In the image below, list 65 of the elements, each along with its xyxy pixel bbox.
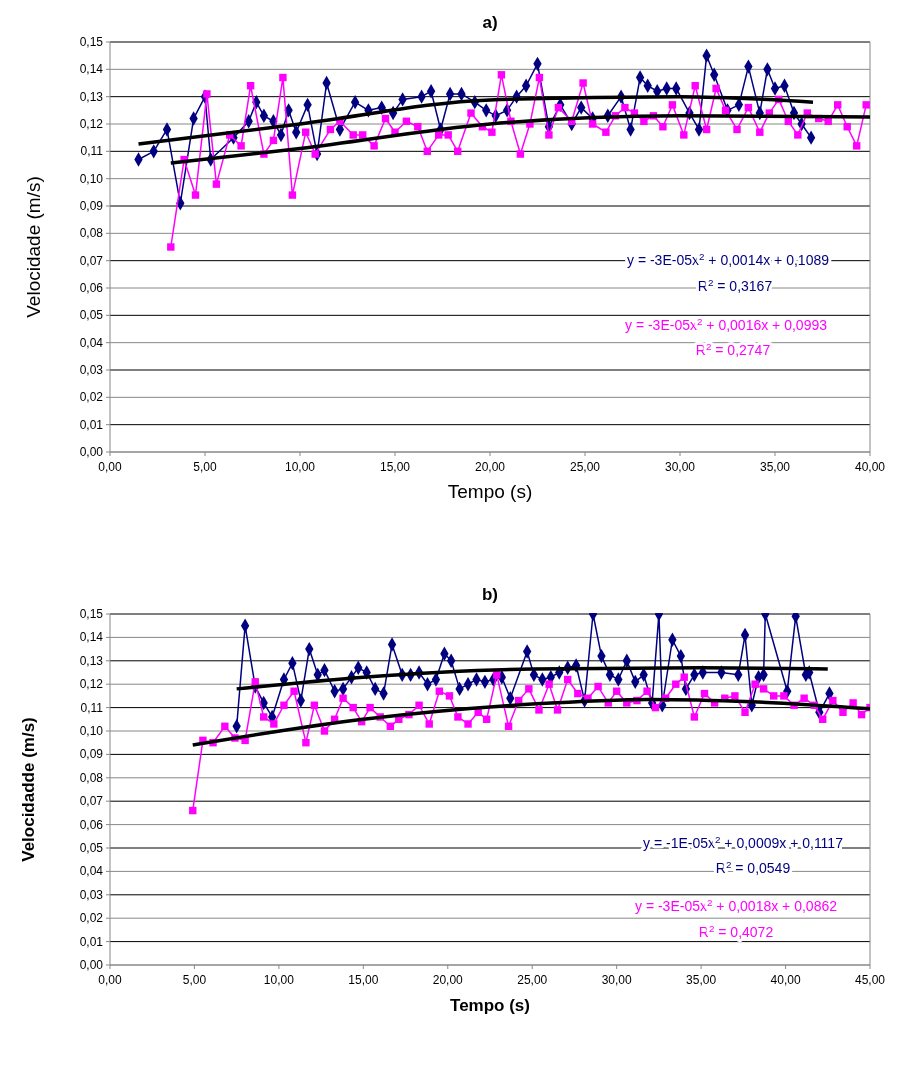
y-tick-label: 0,15 xyxy=(79,607,104,621)
x-tick-label: 25,00 xyxy=(569,460,601,474)
chart-title: b) xyxy=(481,585,499,604)
y-tick-label: 0,14 xyxy=(79,630,104,645)
y-tick-label: 0,07 xyxy=(79,794,104,809)
y-tick-label: 0,09 xyxy=(79,747,104,762)
x-tick-label: 20,00 xyxy=(474,460,506,474)
x-tick-label: 35,00 xyxy=(759,460,791,474)
y-tick-label: 0,02 xyxy=(79,911,104,926)
y-tick-label: 0,03 xyxy=(79,363,104,377)
annotation: R$^{2}$ = 0,4072 xyxy=(698,922,774,940)
annotation: R$^{2}$ = 0,3167 xyxy=(697,276,773,294)
y-tick-label: 0,06 xyxy=(79,817,104,832)
y-tick-label: 0,01 xyxy=(79,417,104,432)
x-tick-label: 30,00 xyxy=(664,460,696,474)
x-tick-label: 20,00 xyxy=(432,973,464,987)
y-tick-label: 0,02 xyxy=(79,390,104,405)
y-tick-label: 0,09 xyxy=(79,199,104,213)
y-tick-label: 0,03 xyxy=(79,887,104,902)
x-tick-label: 40,00 xyxy=(854,460,886,474)
y-tick-label: 0,05 xyxy=(79,308,104,323)
y-tick-label: 0,06 xyxy=(79,281,104,295)
y-tick-label: 0,00 xyxy=(79,445,104,459)
x-axis-title: Tempo (s) xyxy=(450,996,530,1015)
x-tick-label: 15,00 xyxy=(379,460,411,474)
x-tick-label: 10,00 xyxy=(263,973,295,987)
x-tick-label: 35,00 xyxy=(686,973,717,987)
y-tick-label: 0,04 xyxy=(79,335,104,350)
y-tick-label: 0,11 xyxy=(80,700,104,715)
y-axis-title: Velocidade (m/s) xyxy=(23,176,44,318)
y-tick-label: 0,00 xyxy=(79,958,104,972)
y-tick-label: 0,12 xyxy=(79,117,104,131)
y-tick-label: 0,11 xyxy=(80,144,104,159)
annotation: y = -3E-05x$^{2}$ + 0,0018x + 0,0862 xyxy=(635,896,838,914)
y-tick-label: 0,13 xyxy=(79,89,104,104)
y-tick-label: 0,01 xyxy=(79,934,104,949)
y-tick-label: 0,07 xyxy=(79,253,104,268)
x-tick-label: 0,00 xyxy=(98,460,122,474)
x-tick-label: 5,00 xyxy=(193,460,217,474)
x-axis-title: Tempo (s) xyxy=(447,481,533,502)
y-tick-label: 0,15 xyxy=(79,35,104,49)
x-tick-label: 0,00 xyxy=(98,973,122,987)
y-tick-label: 0,08 xyxy=(79,226,104,241)
x-tick-label: 25,00 xyxy=(517,973,548,987)
annotation: y = -1E-05x$^{2}$ + 0,0009x + 0,1117 xyxy=(643,833,844,851)
x-tick-label: 5,00 xyxy=(182,973,207,987)
annotation: y = -3E-05x$^{2}$ + 0,0016x + 0,0993 xyxy=(625,315,828,333)
x-tick-label: 10,00 xyxy=(284,460,316,474)
x-tick-label: 40,00 xyxy=(770,973,801,987)
y-tick-label: 0,08 xyxy=(79,770,104,785)
y-tick-label: 0,05 xyxy=(79,841,104,855)
y-tick-label: 0,12 xyxy=(79,677,104,692)
x-tick-label: 30,00 xyxy=(601,973,633,987)
y-tick-label: 0,14 xyxy=(79,62,104,77)
y-axis-title: Velocidadde (m/s) xyxy=(19,717,38,862)
x-tick-label: 15,00 xyxy=(348,973,379,987)
y-tick-label: 0,13 xyxy=(79,653,104,668)
annotation: R$^{2}$ = 0,2747 xyxy=(695,340,771,358)
y-tick-label: 0,10 xyxy=(79,171,104,186)
y-tick-label: 0,04 xyxy=(79,864,104,879)
annotation: R$^{2}$ = 0,0549 xyxy=(715,858,791,876)
x-tick-label: 45,00 xyxy=(854,973,886,987)
y-tick-label: 0,10 xyxy=(79,724,104,738)
line-series xyxy=(234,666,830,691)
chart-title: a) xyxy=(482,13,498,32)
